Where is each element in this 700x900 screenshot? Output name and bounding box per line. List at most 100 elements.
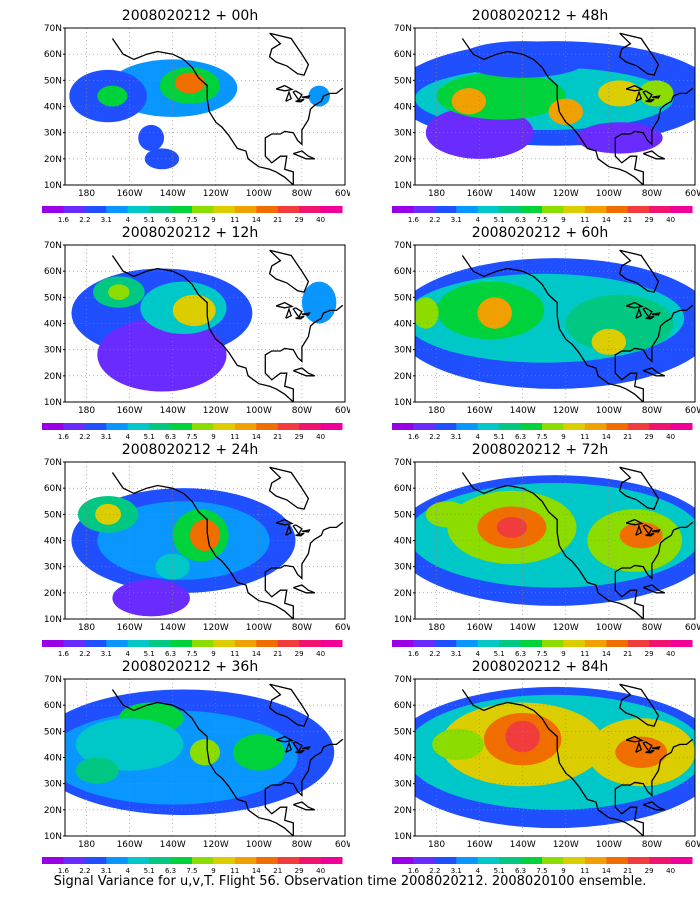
lat-tick-label: 10N <box>394 181 412 191</box>
lat-tick-label: 60N <box>394 50 412 60</box>
colorbar-label: 9 <box>211 216 215 223</box>
variance-contour <box>138 124 165 151</box>
colorbar-swatch <box>63 857 86 864</box>
colorbar-swatch <box>213 857 236 864</box>
lat-tick-label: 50N <box>44 727 62 737</box>
variance-contour <box>174 72 205 94</box>
colorbar-swatch <box>392 423 414 430</box>
lat-tick-label: 30N <box>44 129 62 139</box>
coastline <box>293 367 316 377</box>
colorbar-label: 11 <box>230 650 239 657</box>
coastline <box>285 307 292 319</box>
lon-tick-label: 120W <box>203 623 229 633</box>
lat-tick-label: 40N <box>44 103 62 113</box>
colorbar-swatch <box>149 423 172 430</box>
lon-tick-label: 140W <box>160 189 186 199</box>
coastline <box>264 521 344 580</box>
colorbar-swatch <box>670 423 693 430</box>
coastline <box>295 532 305 537</box>
lon-tick-label: 140W <box>510 189 536 199</box>
colorbar-swatch <box>584 206 607 213</box>
lon-tick-label: 120W <box>553 623 579 633</box>
colorbar-label: 7.5 <box>536 433 547 440</box>
coastline <box>264 794 294 836</box>
variance-contour <box>75 757 119 784</box>
coastline <box>635 524 642 536</box>
colorbar-swatch <box>299 206 322 213</box>
variance-contour <box>108 284 130 300</box>
colorbar-label: 4 <box>125 650 130 657</box>
colorbar-swatch <box>670 857 693 864</box>
lat-tick-label: 40N <box>44 754 62 764</box>
colorbar-label: 11 <box>230 433 239 440</box>
lat-tick-label: 40N <box>394 754 412 764</box>
colorbar-swatch <box>520 206 543 213</box>
colorbar-label: 3.1 <box>101 650 112 657</box>
lat-tick-label: 20N <box>44 589 62 599</box>
lat-tick-label: 60N <box>394 267 412 277</box>
colorbar-swatch <box>213 640 236 647</box>
coastline <box>618 32 660 76</box>
colorbar-swatch <box>649 857 672 864</box>
colorbar-swatch <box>84 206 107 213</box>
coastline <box>625 735 644 743</box>
lat-tick-label: 60N <box>44 267 62 277</box>
lon-tick-label: 120W <box>553 406 579 416</box>
colorbar-swatch <box>627 423 650 430</box>
coastline <box>264 143 294 185</box>
colorbar-label: 11 <box>580 650 589 657</box>
colorbar-swatch <box>670 640 693 647</box>
coastline <box>268 466 310 510</box>
colorbar-swatch <box>434 857 457 864</box>
coastline <box>295 98 305 103</box>
colorbar-swatch <box>392 857 414 864</box>
coastline <box>301 746 311 750</box>
colorbar-label: 5.1 <box>494 867 505 874</box>
variance-contour <box>639 80 674 107</box>
colorbar-label: 29 <box>295 216 304 223</box>
colorbar-swatch <box>606 857 629 864</box>
colorbar-swatch <box>42 640 64 647</box>
lon-tick-label: 160W <box>467 406 493 416</box>
coastline <box>111 689 294 836</box>
colorbar-swatch <box>234 423 257 430</box>
coastline <box>651 746 661 750</box>
colorbar-label: 29 <box>645 650 654 657</box>
lon-tick-label: 100W <box>246 840 272 850</box>
coastline <box>264 304 344 363</box>
map-panel: 2008020212 + 72h 10N 20N 30N 40N 50N 60N 70N 180… <box>380 442 700 657</box>
colorbar-swatch <box>234 206 257 213</box>
lon-tick-label: 80W <box>292 840 312 850</box>
coastline <box>625 518 644 526</box>
coastline <box>635 307 642 319</box>
colorbar-swatch <box>563 206 586 213</box>
colorbar-label: 2.2 <box>79 867 90 874</box>
colorbar-label: 40 <box>316 216 325 223</box>
colorbar-swatch <box>649 423 672 430</box>
colorbar-label: 14 <box>602 650 611 657</box>
coastline <box>295 315 305 320</box>
colorbar-swatch <box>584 423 607 430</box>
colorbar-label: 11 <box>580 867 589 874</box>
lat-tick-label: 10N <box>44 181 62 191</box>
colorbar-label: 4 <box>475 216 480 223</box>
lat-tick-label: 30N <box>394 346 412 356</box>
colorbar-swatch <box>520 857 543 864</box>
colorbar-swatch <box>456 857 479 864</box>
colorbar-swatch <box>320 423 343 430</box>
lat-tick-label: 50N <box>44 510 62 520</box>
colorbar-swatch <box>127 640 150 647</box>
colorbar-label: 6.3 <box>165 650 176 657</box>
lat-tick-label: 60N <box>394 484 412 494</box>
colorbar-swatch <box>520 640 543 647</box>
lat-tick-label: 70N <box>394 458 412 468</box>
lat-tick-label: 70N <box>44 675 62 685</box>
coastline <box>651 529 661 533</box>
lon-tick-label: 160W <box>117 840 143 850</box>
lat-tick-label: 40N <box>394 537 412 547</box>
colorbar-swatch <box>392 206 414 213</box>
colorbar-label: 21 <box>623 650 632 657</box>
colorbar-label: 9 <box>561 867 565 874</box>
variance-contour <box>95 503 121 525</box>
variance-contour <box>451 88 487 115</box>
